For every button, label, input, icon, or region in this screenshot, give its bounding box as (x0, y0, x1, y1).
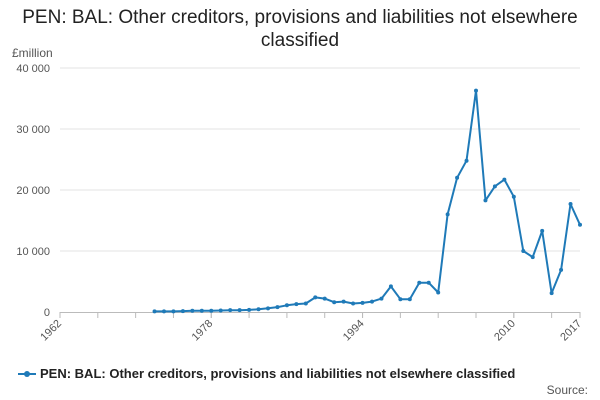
data-point[interactable] (303, 301, 308, 306)
data-point[interactable] (370, 299, 374, 304)
data-point[interactable] (209, 308, 214, 313)
data-point[interactable] (464, 158, 469, 163)
data-point[interactable] (284, 303, 289, 308)
series-line (154, 89, 581, 313)
data-point[interactable] (360, 300, 365, 305)
data-point[interactable] (199, 308, 204, 313)
data-point[interactable] (266, 306, 270, 311)
data-point[interactable] (332, 300, 337, 305)
data-point[interactable] (256, 307, 261, 312)
x-tick-label: 1978 (190, 318, 216, 344)
data-point[interactable] (426, 280, 431, 285)
data-point[interactable] (388, 284, 393, 289)
axes: 0 10 000 20 000 30 000 40 000 1962 1978 1994 201… (16, 63, 584, 343)
data-point[interactable] (530, 255, 535, 260)
data-point[interactable] (559, 267, 564, 272)
data-point[interactable] (152, 309, 157, 314)
y-tick-label: 40 000 (16, 63, 50, 75)
data-point[interactable] (190, 308, 195, 313)
data-point[interactable] (162, 309, 166, 314)
source-label: Source: (546, 383, 588, 397)
data-point[interactable] (445, 212, 450, 217)
legend[interactable]: PEN: BAL: Other creditors, provisions an… (18, 366, 515, 381)
data-point[interactable] (492, 184, 497, 189)
data-point[interactable] (275, 305, 280, 310)
series-line-group (152, 88, 582, 314)
data-point[interactable] (407, 297, 412, 302)
data-point[interactable] (341, 299, 346, 304)
data-point[interactable] (398, 297, 403, 302)
data-point[interactable] (247, 307, 252, 312)
gridlines (60, 67, 580, 252)
x-tick-label: 1994 (341, 318, 367, 344)
data-point[interactable] (540, 228, 545, 233)
data-point[interactable] (171, 309, 176, 314)
data-point[interactable] (436, 290, 441, 295)
data-point[interactable] (502, 177, 507, 182)
y-axis-unit-label: £million (12, 46, 53, 60)
data-point[interactable] (218, 308, 223, 313)
data-point[interactable] (313, 295, 318, 300)
data-point[interactable] (511, 194, 516, 199)
y-tick-label: 10 000 (16, 246, 50, 258)
chart-title: PEN: BAL: Other creditors, provisions an… (22, 7, 578, 51)
data-point[interactable] (578, 222, 582, 227)
y-tick-label: 0 (44, 307, 50, 319)
x-tick-label: 2017 (558, 318, 584, 344)
data-point[interactable] (455, 175, 460, 180)
y-tick-label: 20 000 (16, 185, 50, 197)
data-point[interactable] (351, 301, 356, 306)
x-tick-label: 2010 (492, 318, 518, 344)
legend-label: PEN: BAL: Other creditors, provisions an… (40, 366, 516, 381)
data-point[interactable] (237, 308, 242, 313)
data-point[interactable] (417, 280, 422, 285)
y-tick-label: 30 000 (16, 124, 50, 136)
data-point[interactable] (322, 296, 327, 301)
data-point[interactable] (180, 309, 185, 314)
data-point[interactable] (294, 302, 299, 307)
data-point[interactable] (568, 202, 573, 207)
data-point[interactable] (483, 198, 488, 203)
data-point[interactable] (521, 249, 526, 253)
data-point[interactable] (549, 291, 554, 296)
data-point[interactable] (228, 308, 233, 313)
legend-swatch (18, 367, 36, 381)
data-point[interactable] (379, 296, 384, 301)
data-point[interactable] (474, 88, 478, 93)
x-tick-label: 1962 (38, 318, 64, 344)
